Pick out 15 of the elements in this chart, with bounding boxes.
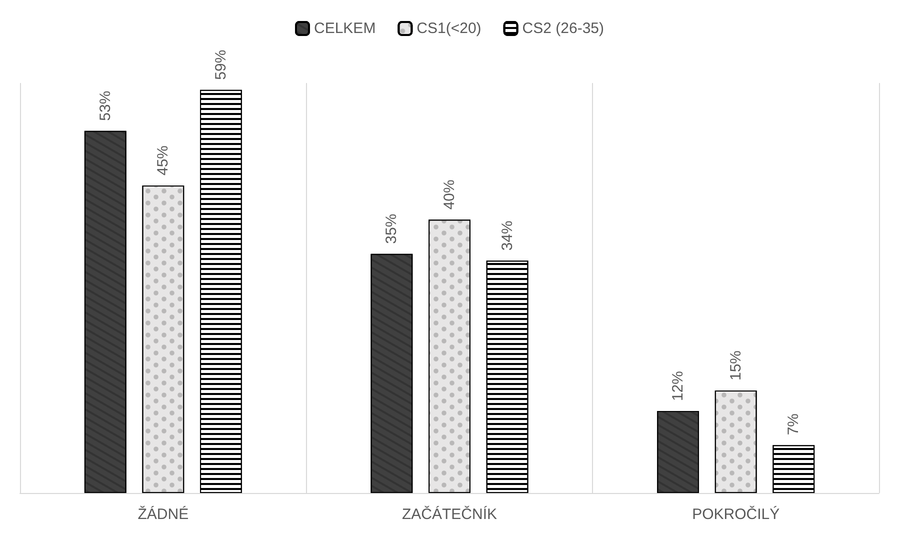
data-label: 7%: [785, 413, 802, 436]
data-label: 40%: [441, 180, 458, 210]
data-label: 35%: [383, 214, 400, 244]
data-label: 12%: [670, 370, 687, 401]
x-tick-label: ŽÁDNÉ: [138, 505, 189, 523]
data-label: 59%: [212, 50, 230, 80]
legend-label: CELKEM: [314, 20, 376, 37]
data-label: 53%: [96, 90, 114, 121]
data-label: 34%: [498, 220, 516, 251]
legend-label: CS1(<20): [416, 20, 482, 37]
data-label: 45%: [154, 145, 172, 176]
data-label: 15%: [727, 350, 744, 380]
x-tick-label: ZAČÁTEČNÍK: [402, 505, 498, 523]
legend-label: CS2 (26-35): [522, 20, 604, 37]
x-tick-label: POKROČILÝ: [692, 505, 780, 523]
